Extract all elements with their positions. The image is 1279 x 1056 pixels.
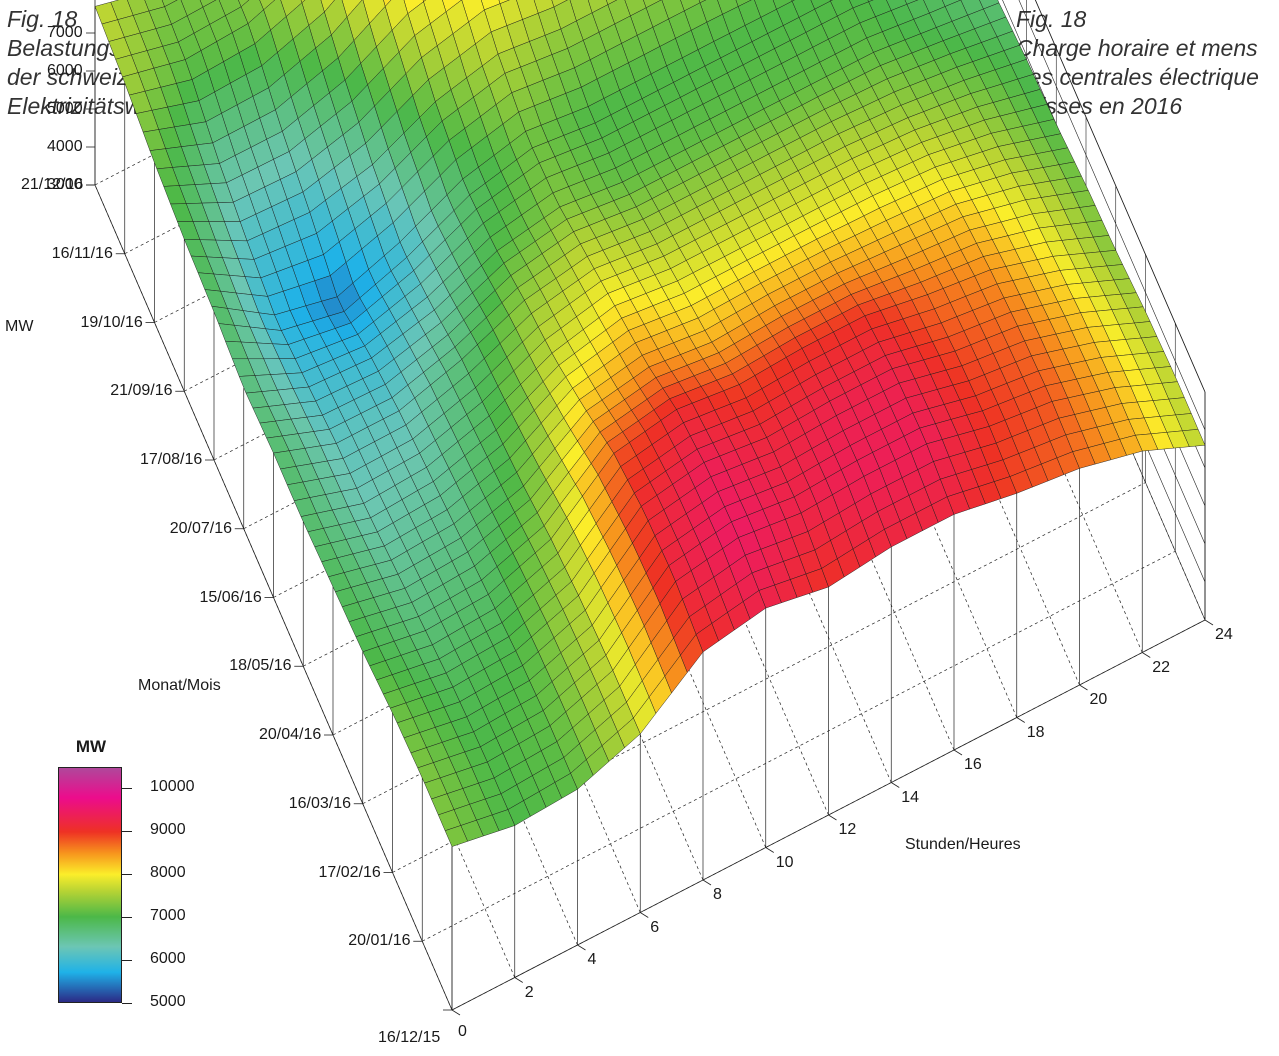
legend-tick-label: 10000 — [150, 778, 195, 796]
z-axis-label: MW — [5, 318, 34, 335]
legend-tick — [122, 787, 132, 789]
month-tick-label: 15/06/16 — [199, 588, 262, 606]
hour-tick — [891, 782, 900, 788]
hour-tick — [1079, 684, 1088, 691]
month-tick-label: 20/01/16 — [348, 932, 411, 950]
hour-tick-label: 14 — [901, 788, 920, 806]
hour-tick — [1204, 619, 1214, 626]
surface-mesh — [94, 0, 1206, 847]
color-legend-title: MW — [75, 737, 107, 756]
month-tick-label: 16/11/16 — [51, 244, 113, 262]
month-tick-label: 21/09/16 — [110, 382, 173, 400]
surface-cell — [238, 0, 250, 8]
hour-tick-label: 6 — [650, 918, 660, 936]
legend-tick-label: 9000 — [150, 821, 186, 839]
hour-tick-label: 0 — [458, 1023, 467, 1040]
z-tick-label: 5000 — [47, 100, 83, 117]
legend-tick — [122, 1002, 132, 1004]
legend-tick — [122, 916, 132, 918]
hour-tick — [953, 749, 963, 756]
month-tick-label: 17/02/16 — [318, 863, 381, 881]
hour-tick-label: 18 — [1026, 723, 1045, 741]
hour-tick — [702, 879, 712, 886]
hour-axis-label: Stunden/Heures — [905, 836, 1021, 853]
month-tick-label: 16/03/16 — [288, 794, 352, 812]
hour-tick — [577, 944, 586, 951]
hour-tick — [1016, 717, 1025, 723]
month-axis-label: Monat/Mois — [138, 677, 221, 694]
axis-ticks — [86, 32, 1214, 1016]
month-tick-label: 20/04/16 — [259, 726, 322, 743]
legend-tick-label: 5000 — [150, 993, 186, 1010]
hour-tick-label: 4 — [587, 951, 597, 968]
hour-tick — [828, 814, 837, 821]
hour-tick — [640, 912, 649, 918]
legend-tick — [122, 959, 132, 961]
hour-tick-label: 12 — [838, 821, 857, 838]
z-tick-label: 8000 — [47, 0, 83, 4]
hour-tick-label: 8 — [713, 886, 722, 903]
hour-tick — [451, 1009, 461, 1016]
wall-line — [1018, 0, 1206, 431]
month-tick-label: 20/07/16 — [169, 519, 233, 537]
floor-grid — [94, 0, 1206, 1011]
hour-tick-label: 10 — [775, 853, 794, 871]
z-tick-label: 3000 — [47, 176, 83, 193]
color-legend-bar — [58, 767, 122, 1003]
surface-cell — [320, 0, 335, 13]
hour-tick-label: 22 — [1152, 658, 1171, 676]
month-tick-label: 17/08/16 — [140, 451, 203, 468]
caption-line: Fig. 18 — [7, 6, 78, 32]
month-tick-label: 19/10/16 — [80, 313, 143, 331]
z-tick-label: 7000 — [47, 24, 83, 41]
hour-tick — [514, 977, 523, 983]
surface-cell — [383, 0, 392, 7]
legend-tick-label: 8000 — [150, 864, 186, 882]
hour-tick-label: 2 — [524, 983, 534, 1001]
surface-cell — [444, 825, 469, 847]
wall-line — [1035, 0, 1206, 393]
legend-tick — [122, 830, 132, 832]
month-tick-label: 18/05/16 — [229, 657, 292, 675]
z-tick-label: 4000 — [47, 138, 83, 155]
hour-tick-label: 24 — [1215, 626, 1233, 643]
hour-tick — [1142, 652, 1151, 658]
caption-line: Fig. 18 — [1016, 6, 1087, 32]
z-tick-label: 6000 — [47, 62, 83, 79]
month-tick-label: 16/12/15 — [378, 1029, 441, 1046]
legend-tick — [122, 873, 132, 875]
legend-tick-label: 7000 — [150, 907, 186, 925]
month-tick-label: 21/12/16 — [21, 176, 84, 193]
hour-tick — [765, 847, 774, 853]
hour-tick-label: 16 — [964, 756, 982, 773]
legend-tick-label: 6000 — [150, 950, 186, 968]
hour-tick-label: 20 — [1089, 691, 1108, 708]
